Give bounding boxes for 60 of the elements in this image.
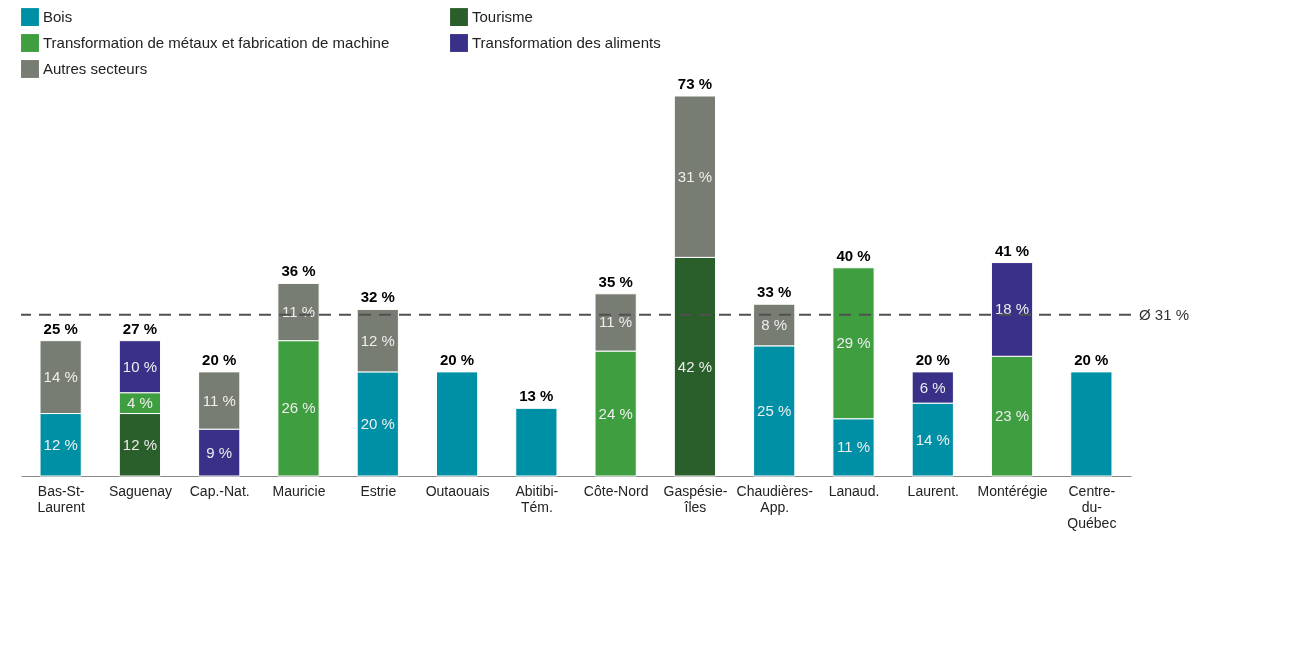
data-label: 10 % bbox=[122, 357, 158, 375]
legend-label: Autres secteurs bbox=[43, 60, 148, 77]
x-tick-label: Cap.-Nat. bbox=[189, 482, 250, 499]
data-label: 4 % bbox=[127, 394, 153, 412]
data-label: 25 % bbox=[757, 401, 792, 419]
data-label: 11 % bbox=[599, 313, 633, 331]
x-tick-label: Mauricie bbox=[272, 482, 326, 499]
data-label: 11 % bbox=[836, 438, 871, 456]
data-label: 12 % bbox=[43, 435, 78, 453]
bar bbox=[515, 407, 558, 477]
x-tick-label: Saguenay bbox=[108, 482, 172, 499]
x-tick-label: Gaspésie-îles bbox=[663, 482, 728, 515]
data-label: 20 % bbox=[360, 414, 395, 432]
data-label: 31 % bbox=[677, 167, 713, 185]
total-label: 20 % bbox=[439, 350, 475, 368]
data-label: 23 % bbox=[994, 407, 1030, 425]
x-tick-label: Laurent. bbox=[907, 482, 959, 499]
data-label: 8 % bbox=[761, 316, 788, 334]
data-label: 11 % bbox=[202, 391, 236, 409]
x-tick-label: Côte-Nord bbox=[583, 482, 649, 499]
total-label: 20 % bbox=[915, 350, 950, 368]
data-label: 29 % bbox=[836, 334, 871, 352]
total-label: 25 % bbox=[43, 319, 78, 337]
x-tick-label: Abitibi-Tém. bbox=[515, 482, 559, 515]
total-label: 35 % bbox=[598, 272, 633, 290]
data-label: 11 % bbox=[281, 303, 316, 321]
data-label: 12 % bbox=[122, 435, 158, 453]
x-tick-label: Montérégie bbox=[977, 482, 1048, 499]
data-label: 9 % bbox=[206, 443, 233, 461]
data-label: 26 % bbox=[281, 399, 316, 417]
data-label: 14 % bbox=[43, 368, 78, 386]
x-tick-label: Chaudières-App. bbox=[736, 482, 814, 515]
data-label: 6 % bbox=[919, 378, 946, 396]
legend-label: Bois bbox=[43, 8, 73, 26]
total-label: 73 % bbox=[677, 75, 713, 92]
total-label: 13 % bbox=[519, 387, 554, 405]
legend-label: Transformation des aliments bbox=[472, 34, 661, 51]
data-label: 14 % bbox=[915, 430, 950, 448]
total-label: 27 % bbox=[122, 319, 158, 337]
data-label: 42 % bbox=[677, 357, 713, 375]
bar bbox=[435, 371, 479, 477]
bar bbox=[1070, 371, 1113, 477]
total-label: 33 % bbox=[757, 283, 792, 301]
legend-label: Tourisme bbox=[472, 8, 533, 26]
x-tick-label: Bas-St-Laurent bbox=[37, 482, 85, 515]
total-label: 20 % bbox=[202, 350, 237, 368]
total-label: 32 % bbox=[360, 288, 395, 306]
data-label: 24 % bbox=[598, 404, 633, 422]
total-label: 36 % bbox=[281, 262, 316, 280]
total-label: 41 % bbox=[994, 241, 1030, 259]
ref-line-label: Ø 31 % bbox=[1139, 305, 1190, 323]
legend-label: Transformation de métaux et fabrication de machine bbox=[43, 34, 390, 51]
total-label: 40 % bbox=[836, 246, 871, 264]
x-tick-label: Estrie bbox=[360, 482, 397, 499]
data-label: 18 % bbox=[994, 300, 1030, 318]
total-label: 20 % bbox=[1074, 350, 1109, 368]
x-tick-label: Centre-du-Québec bbox=[1067, 482, 1117, 531]
x-tick-label: Lanaud. bbox=[828, 482, 880, 499]
data-label: 12 % bbox=[360, 331, 395, 349]
x-tick-label: Outaouais bbox=[425, 482, 490, 499]
